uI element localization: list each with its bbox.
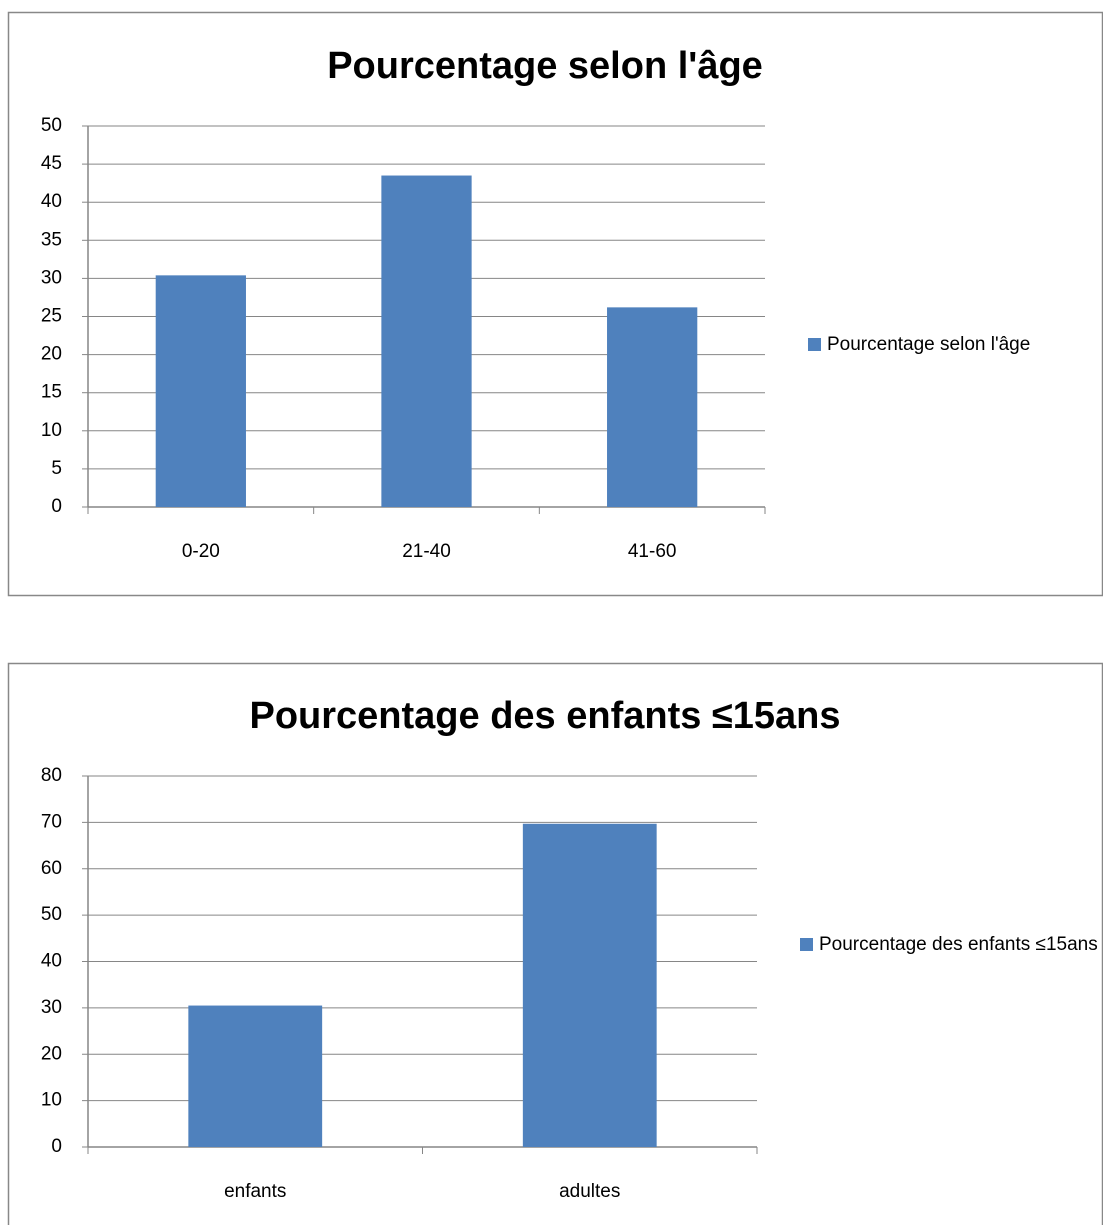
y-tick-label: 0 [51, 1136, 62, 1157]
x-tick-label: 21-40 [402, 541, 451, 562]
y-tick-label: 15 [41, 382, 62, 403]
x-tick-label: enfants [224, 1181, 286, 1202]
bar [188, 1005, 323, 1147]
chart-title: Pourcentage des enfants ≤15ans [249, 695, 840, 737]
y-tick-label: 35 [41, 229, 62, 250]
legend-swatch [800, 938, 813, 951]
y-tick-label: 30 [41, 267, 62, 288]
y-tick-label: 45 [41, 153, 62, 174]
bar [381, 175, 472, 507]
x-tick-label: 41-60 [628, 541, 677, 562]
y-tick-label: 80 [41, 765, 62, 786]
y-tick-label: 20 [41, 1043, 62, 1064]
x-tick-label: adultes [559, 1181, 620, 1202]
y-tick-label: 0 [51, 496, 62, 517]
y-tick-label: 40 [41, 191, 62, 212]
y-tick-label: 50 [41, 115, 62, 136]
y-tick-label: 60 [41, 858, 62, 879]
y-tick-label: 50 [41, 904, 62, 925]
bar [155, 275, 246, 507]
bar [607, 307, 698, 507]
legend-swatch [808, 338, 821, 351]
y-tick-label: 30 [41, 997, 62, 1018]
bar [522, 823, 657, 1147]
y-tick-label: 10 [41, 420, 62, 441]
y-tick-label: 5 [51, 458, 62, 479]
y-tick-label: 40 [41, 951, 62, 972]
y-tick-label: 10 [41, 1090, 62, 1111]
x-tick-label: 0-20 [182, 541, 220, 562]
chart-title: Pourcentage selon l'âge [327, 45, 763, 87]
y-tick-label: 25 [41, 306, 62, 327]
legend-label: Pourcentage des enfants ≤15ans [819, 934, 1098, 955]
y-tick-label: 20 [41, 344, 62, 365]
legend-label: Pourcentage selon l'âge [827, 334, 1031, 355]
y-tick-label: 70 [41, 811, 62, 832]
